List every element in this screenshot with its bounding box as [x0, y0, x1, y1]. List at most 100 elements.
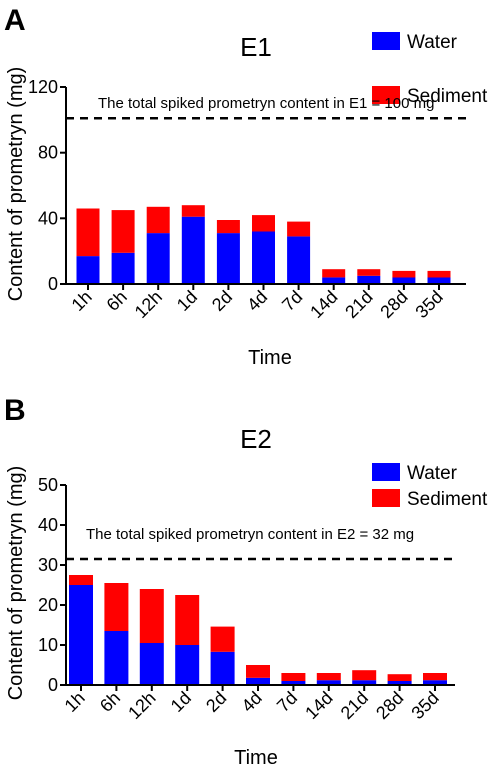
plot-area-b: 0 10 20 30 40 50 1h 6h 12h 1d 2d 4d 7d 14d 21d 28d 35d — [38, 475, 455, 723]
bar-water-4d — [252, 231, 275, 284]
bar-water-12h — [139, 643, 164, 685]
y-tick-label-30: 30 — [38, 555, 58, 575]
legend-swatch-sediment — [372, 86, 400, 104]
bar-sediment-1h — [76, 208, 100, 257]
reference-line-label-a: The total spiked prometryn content in E1… — [98, 95, 434, 112]
bar-water-7d — [287, 236, 311, 284]
y-tick-label-40: 40 — [38, 208, 58, 228]
x-tick-label-6h: 6h — [96, 688, 124, 716]
y-tick-label-20: 20 — [38, 595, 58, 615]
bar-water-12h — [146, 233, 170, 284]
x-tick-label-6h: 6h — [103, 287, 131, 315]
bar-water-7d — [281, 681, 306, 685]
bar-sediment-35d — [427, 270, 451, 278]
x-tick-label-1d: 1d — [173, 287, 201, 315]
x-tick-label-2d: 2d — [202, 688, 230, 716]
bar-sediment-35d — [423, 673, 447, 681]
x-tick-label-4d: 4d — [243, 287, 271, 315]
x-tick-label-21d: 21d — [337, 688, 372, 723]
bar-sediment-2d — [210, 626, 235, 652]
y-tick-label-40: 40 — [38, 515, 58, 535]
x-tick-label-14d: 14d — [306, 287, 341, 322]
x-tick-label-7d: 7d — [278, 287, 306, 315]
y-tick-label-120: 120 — [28, 77, 58, 97]
x-tick-label-1d: 1d — [167, 688, 195, 716]
chart-title-e1: E1 — [240, 32, 272, 62]
x-tick-label-4d: 4d — [238, 688, 266, 716]
x-tick-label-2d: 2d — [208, 287, 236, 315]
x-tick-label-12h: 12h — [131, 287, 166, 322]
bar-sediment-14d — [316, 673, 341, 681]
bar-sediment-4d — [246, 665, 270, 678]
bar-water-28d — [392, 277, 416, 284]
legend-label-sediment: Sediment — [407, 86, 488, 107]
plot-area-a: 0 40 80 120 1h 6h 12h 1d 2d 4d 7d 14d 21d 28d 35d — [28, 77, 466, 322]
x-tick-label-7d: 7d — [273, 688, 301, 716]
y-tick-label-80: 80 — [38, 143, 58, 163]
bar-sediment-28d — [387, 674, 412, 681]
y-tick-label-0: 0 — [48, 675, 58, 695]
x-axis-label-a: Time — [248, 347, 292, 369]
bar-water-1h — [69, 585, 93, 685]
legend-swatch-water — [372, 32, 400, 50]
x-tick-label-1h: 1h — [61, 688, 89, 716]
bar-water-6h — [111, 252, 135, 284]
bar-water-2d — [210, 651, 235, 685]
panel-letter-b: B — [4, 394, 26, 427]
bar-water-2d — [216, 233, 240, 284]
chart-panel-b: B E2 Time Content of prometryn (mg) Wate… — [4, 394, 488, 769]
bar-water-14d — [322, 277, 346, 284]
x-axis-label-b: Time — [234, 747, 278, 769]
x-tick-label-12h: 12h — [124, 688, 159, 723]
reference-line-label-b: The total spiked prometryn content in E2… — [86, 526, 414, 543]
x-tick-label-28d: 28d — [376, 287, 411, 322]
bar-sediment-6h — [104, 583, 129, 631]
bar-water-21d — [352, 680, 377, 685]
bar-sediment-21d — [357, 269, 381, 276]
legend-b: Water Sediment — [372, 463, 488, 510]
bar-sediment-12h — [139, 589, 164, 643]
bar-sediment-2d — [216, 220, 240, 234]
legend-label-water: Water — [407, 32, 458, 53]
legend-a: Water Sediment — [372, 32, 488, 107]
legend-swatch-water — [372, 463, 400, 481]
y-axis-label-b: Content of prometryn (mg) — [5, 466, 27, 701]
x-tick-label-1h: 1h — [68, 287, 96, 315]
y-axis-label-a: Content of prometryn (mg) — [5, 67, 27, 302]
bar-sediment-7d — [281, 673, 306, 681]
x-tick-label-35d: 35d — [407, 688, 442, 723]
y-tick-label-10: 10 — [38, 635, 58, 655]
bar-sediment-28d — [392, 270, 416, 278]
panel-letter-a: A — [4, 4, 26, 37]
y-tick-label-0: 0 — [48, 274, 58, 294]
legend-label-sediment: Sediment — [407, 489, 488, 510]
chart-title-e2: E2 — [240, 424, 272, 454]
bar-water-1d — [175, 645, 200, 685]
bar-water-21d — [357, 275, 381, 284]
bar-sediment-1h — [69, 575, 93, 585]
x-tick-label-14d: 14d — [301, 688, 336, 723]
bar-sediment-14d — [322, 269, 346, 278]
bar-sediment-4d — [252, 215, 275, 232]
x-tick-label-21d: 21d — [341, 287, 376, 322]
chart-panel-a: A E1 Time Content of prometryn (mg) Wate… — [4, 4, 488, 369]
bar-sediment-6h — [111, 210, 135, 253]
legend-label-water: Water — [407, 463, 458, 484]
y-tick-label-50: 50 — [38, 475, 58, 495]
bar-sediment-1d — [181, 205, 205, 217]
bar-sediment-7d — [287, 221, 311, 237]
x-tick-label-35d: 35d — [411, 287, 446, 322]
x-tick-label-28d: 28d — [372, 688, 407, 723]
bar-water-28d — [387, 681, 412, 685]
legend-swatch-sediment — [372, 489, 400, 507]
bar-water-6h — [104, 631, 129, 685]
bar-water-35d — [427, 277, 451, 284]
bar-sediment-21d — [352, 670, 377, 681]
bar-water-35d — [423, 680, 447, 685]
bar-sediment-1d — [175, 595, 200, 645]
bar-water-4d — [246, 677, 270, 685]
bar-water-1h — [76, 256, 100, 284]
bar-sediment-12h — [146, 206, 170, 234]
bar-water-1d — [181, 216, 205, 284]
